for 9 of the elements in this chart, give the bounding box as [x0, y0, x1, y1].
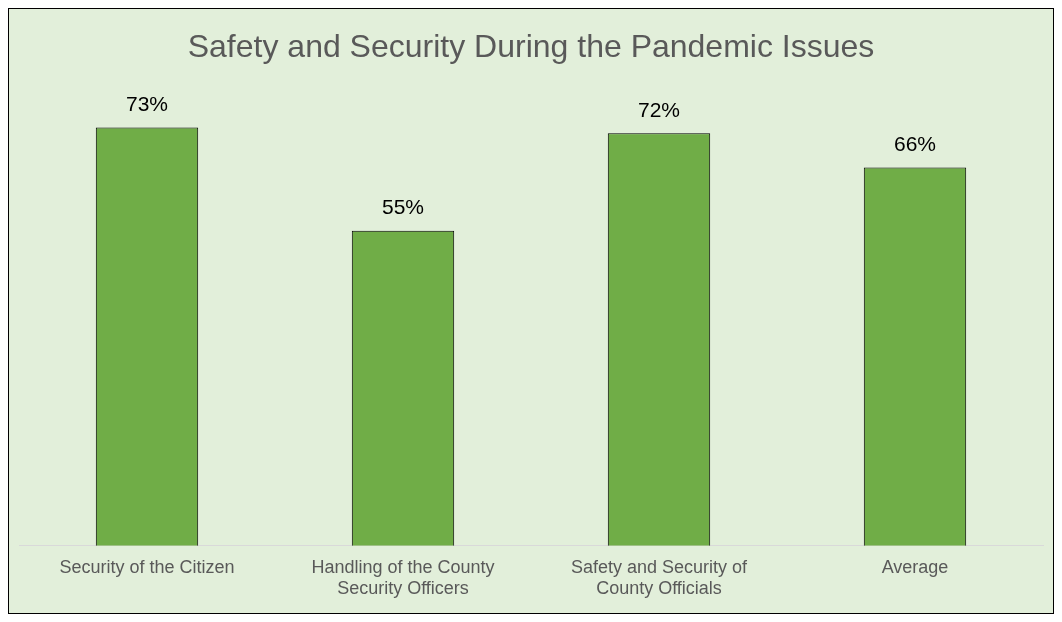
- x-tick-label: Safety and Security of County Officials: [570, 556, 749, 599]
- chart-title: Safety and Security During the Pandemic Issues: [187, 28, 875, 65]
- data-label: 73%: [125, 91, 169, 115]
- data-label: 66%: [893, 131, 937, 155]
- x-tick-label: Average: [881, 556, 949, 577]
- data-label: 72%: [637, 97, 681, 121]
- x-tick-label: Handling of the County Security Officers: [311, 556, 495, 599]
- data-label: 55%: [381, 194, 425, 218]
- x-tick-label: Security of the Citizen: [59, 556, 235, 577]
